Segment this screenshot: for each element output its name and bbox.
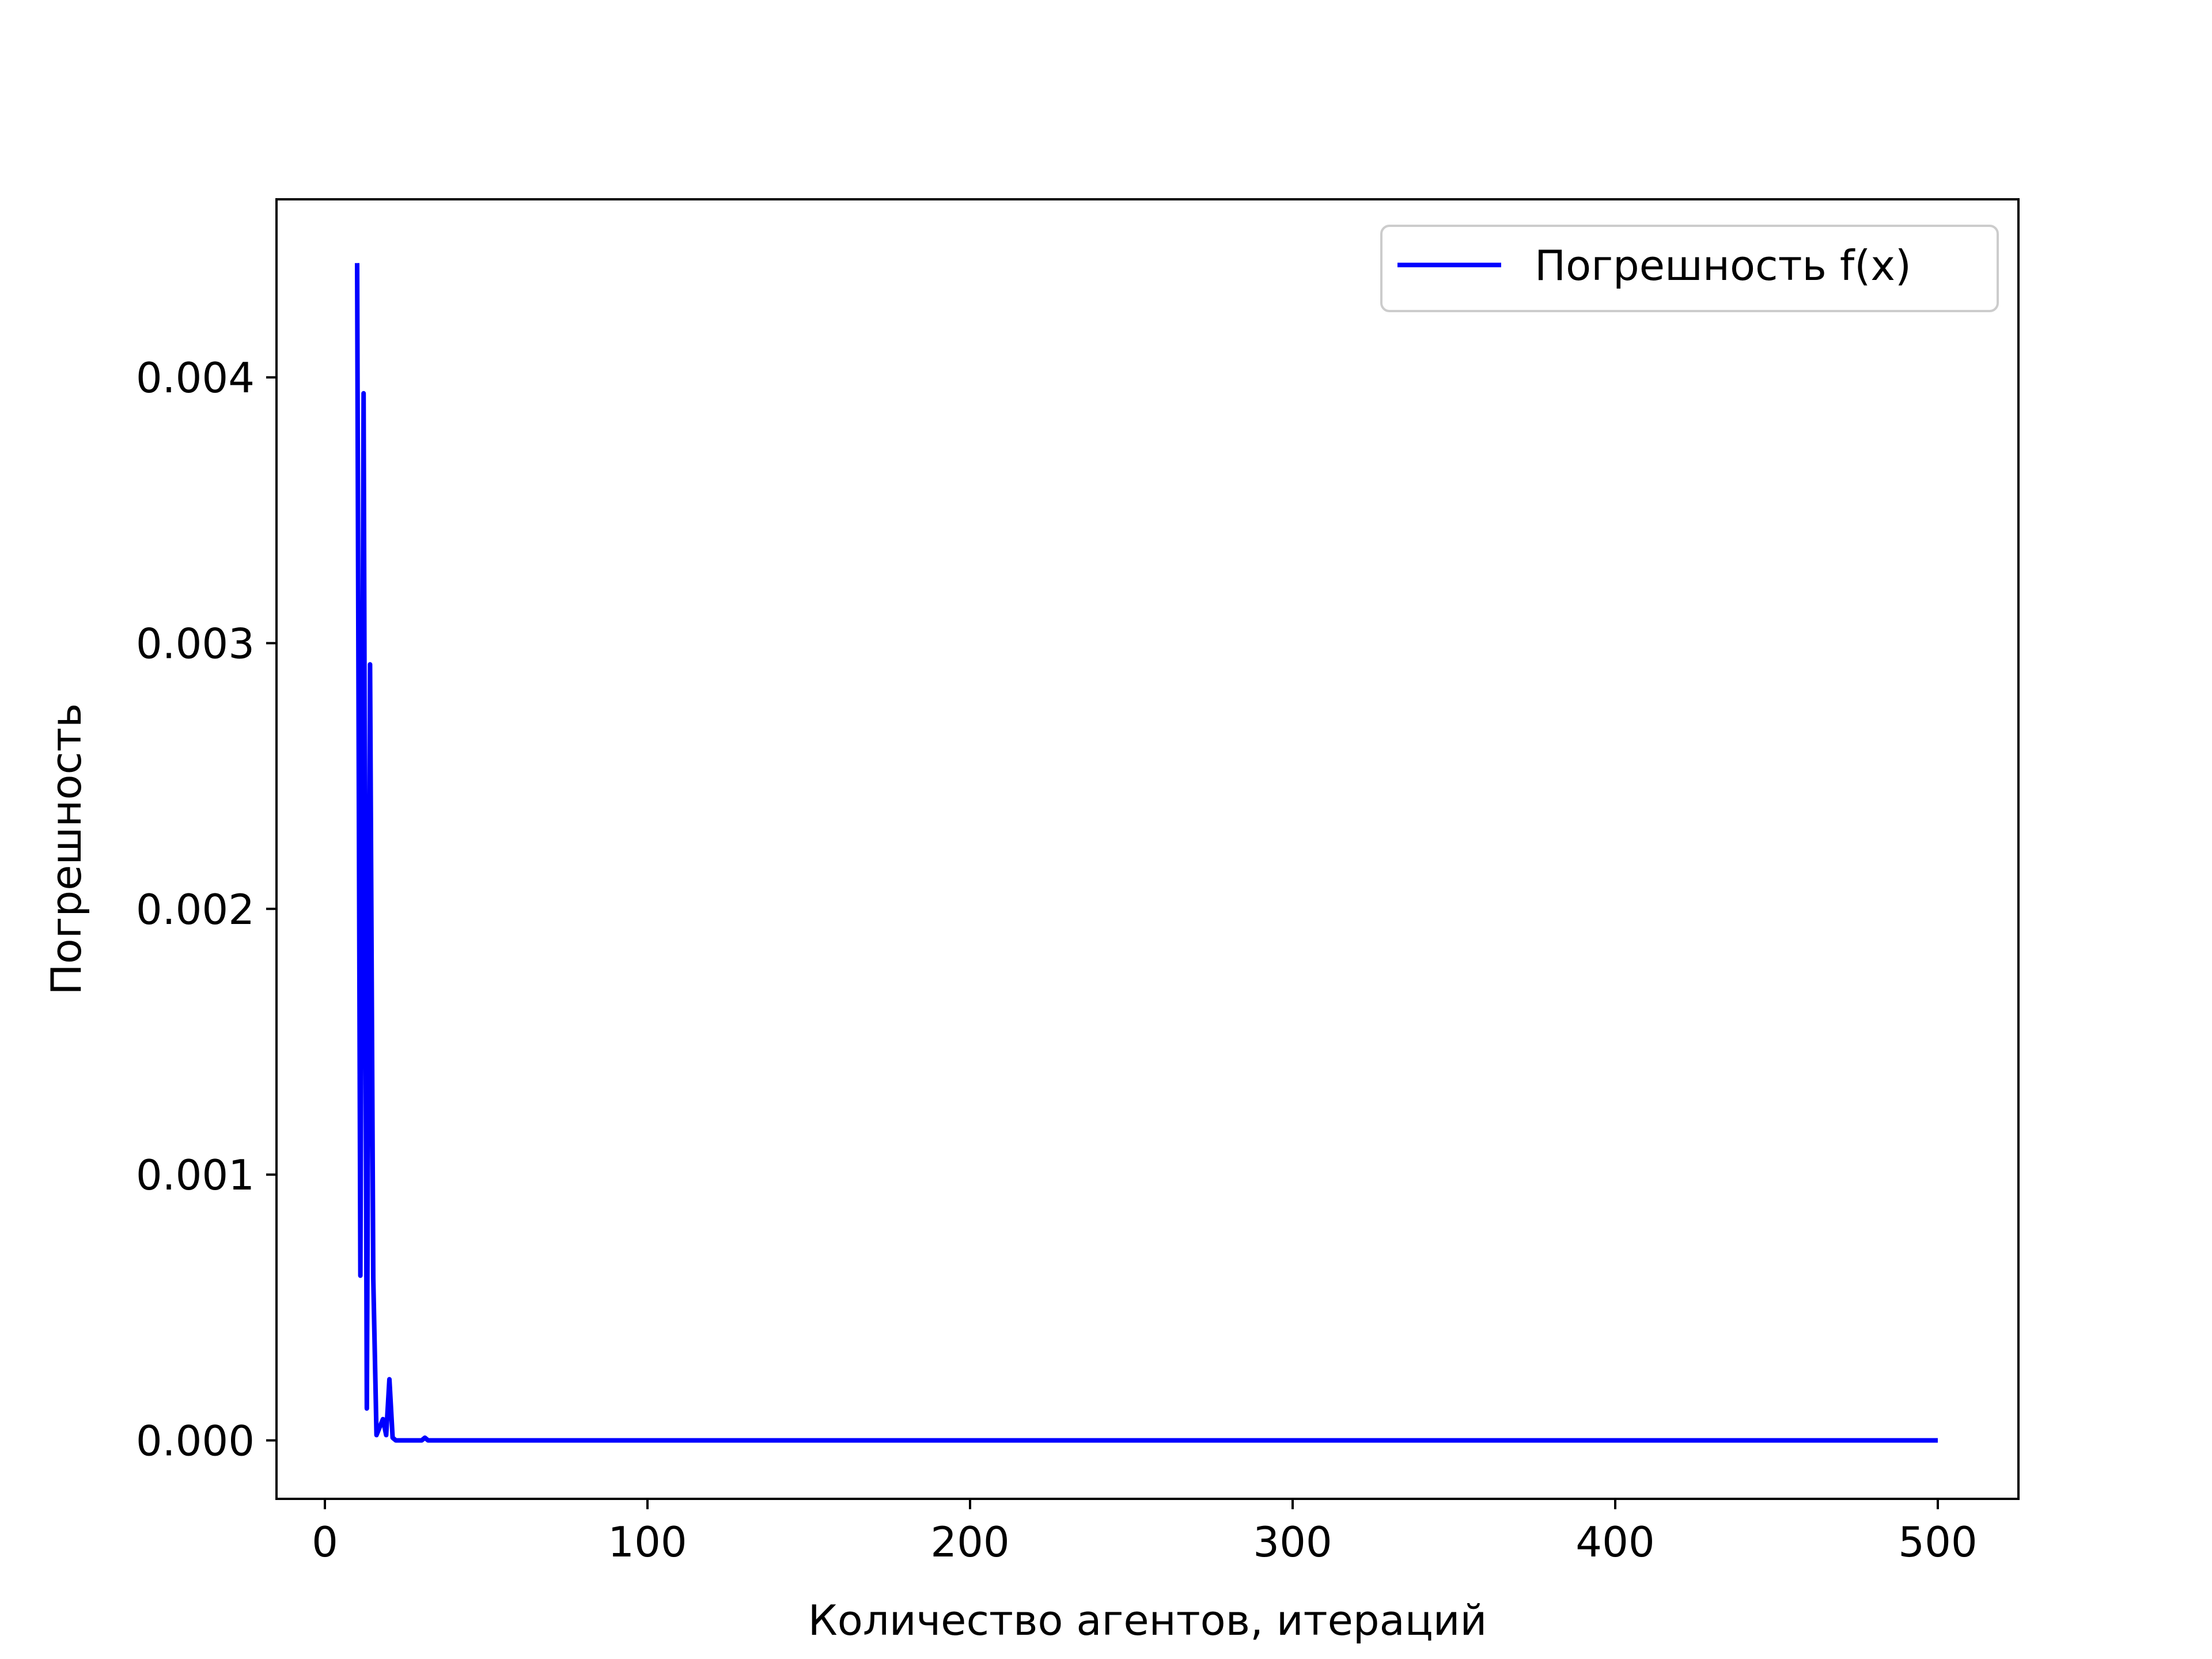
series-layer	[355, 263, 1938, 1443]
axes-spines	[275, 198, 2020, 1500]
x-tick-label: 200	[930, 1518, 1009, 1566]
y-axis: 0.000 0.001 0.002 0.003 0.004	[136, 354, 276, 1465]
series-line	[355, 263, 1938, 1443]
y-tick-label: 0.003	[136, 619, 255, 668]
plot-area	[276, 199, 2018, 1499]
legend: Погрешность f(x)	[1380, 225, 1999, 312]
y-tick-label: 0.004	[136, 354, 255, 402]
y-tick-label: 0.001	[136, 1151, 255, 1199]
y-tick-label: 0.002	[136, 885, 255, 934]
y-axis-label: Погрешность	[42, 703, 90, 995]
axes-background	[276, 199, 2018, 1499]
x-tick-label: 500	[1898, 1518, 1977, 1566]
x-axis-label: Количество агентов, итераций	[808, 1596, 1487, 1645]
x-tick-label: 100	[608, 1518, 687, 1566]
y-tick-label: 0.000	[136, 1417, 255, 1465]
legend-entry-label: Погрешность f(x)	[1535, 241, 1911, 290]
x-tick-label: 400	[1575, 1518, 1654, 1566]
legend-box	[1380, 225, 1999, 312]
x-tick-label: 300	[1253, 1518, 1332, 1566]
axes-frame	[275, 198, 2020, 1500]
x-axis: 0 100 200 300 400 500	[312, 1499, 1978, 1566]
x-tick-label: 0	[312, 1518, 338, 1566]
